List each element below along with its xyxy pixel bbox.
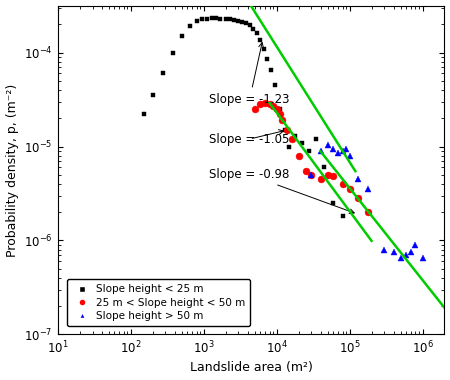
Text: Slope = -1.23: Slope = -1.23 (209, 43, 290, 106)
Y-axis label: Probability density, p, (m⁻²): Probability density, p, (m⁻²) (5, 83, 18, 256)
Text: Slope = -0.98: Slope = -0.98 (209, 168, 354, 214)
Text: Slope = -1.05: Slope = -1.05 (209, 130, 290, 146)
X-axis label: Landslide area (m²): Landslide area (m²) (189, 361, 312, 374)
Legend: Slope height < 25 m, 25 m < Slope height < 50 m, Slope height > 50 m: Slope height < 25 m, 25 m < Slope height… (67, 279, 250, 326)
